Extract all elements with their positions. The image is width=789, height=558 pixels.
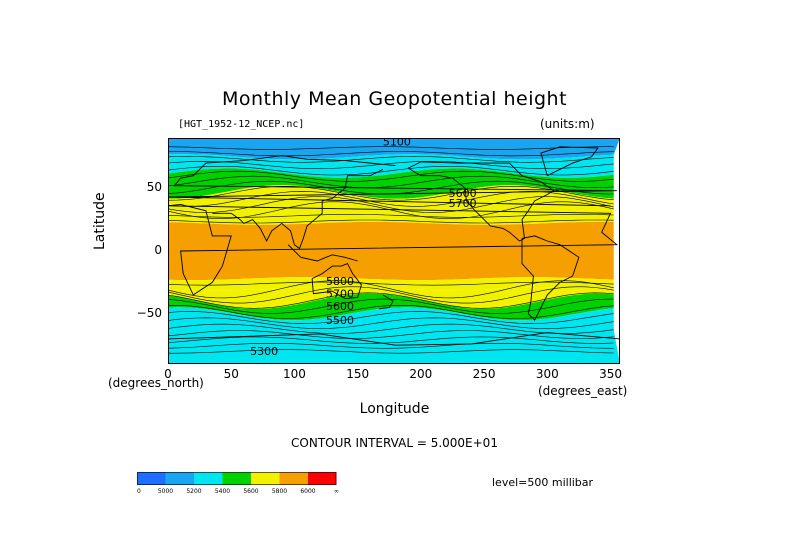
coastline bbox=[407, 161, 555, 242]
x-tick-label: 200 bbox=[409, 367, 433, 381]
colorbar-swatch bbox=[279, 472, 308, 485]
colorbar-swatch bbox=[165, 472, 194, 485]
lat-unit-label: (degrees_north) bbox=[108, 376, 204, 390]
contour-label: 5700 bbox=[326, 287, 354, 300]
x-axis-label: Longitude bbox=[359, 401, 430, 417]
colorbar-swatch bbox=[222, 472, 251, 485]
contour-line bbox=[168, 349, 614, 354]
contour-line bbox=[168, 151, 614, 157]
lon-unit-label: (degrees_east) bbox=[538, 384, 628, 398]
coastline bbox=[168, 204, 619, 296]
units-label: (units:m) bbox=[540, 117, 595, 131]
band-fill bbox=[168, 307, 614, 334]
contour-line bbox=[168, 281, 614, 286]
colorbar-frame bbox=[137, 472, 337, 485]
colorbar-swatch bbox=[194, 472, 223, 485]
coastline bbox=[168, 155, 617, 207]
colorbar-swatch bbox=[251, 472, 280, 485]
contour-line bbox=[168, 311, 614, 324]
band-fill bbox=[168, 277, 614, 291]
coastline bbox=[287, 244, 358, 262]
contour-line bbox=[168, 343, 614, 349]
contour-line bbox=[168, 286, 614, 304]
contour-line bbox=[168, 196, 614, 213]
contour-label: 5100 bbox=[383, 138, 411, 149]
contour-label: 5600 bbox=[326, 300, 354, 313]
contour-line bbox=[168, 317, 614, 329]
y-tick-label: 0 bbox=[154, 243, 162, 257]
band-fill bbox=[168, 138, 620, 160]
x-tick-label: 50 bbox=[223, 367, 239, 381]
x-tick-label: 350 bbox=[599, 367, 622, 381]
band-fill bbox=[168, 287, 614, 309]
x-tick-label: 150 bbox=[346, 367, 370, 381]
contour-label: 5800 bbox=[326, 275, 354, 288]
y-axis-label: Latitude bbox=[92, 192, 108, 250]
contour-line bbox=[168, 165, 614, 176]
coastline bbox=[521, 235, 580, 321]
band-fill bbox=[168, 221, 614, 281]
chart-title: Monthly Mean Geopotential height bbox=[221, 88, 568, 110]
colorbar-label: ∞ bbox=[334, 488, 339, 495]
y-tick-label: 50 bbox=[146, 180, 162, 195]
contour-line bbox=[168, 219, 614, 224]
contour-line bbox=[168, 336, 614, 344]
colorbar-label: 5000 bbox=[158, 488, 173, 495]
level-label: level=500 millibar bbox=[492, 476, 594, 489]
x-tick-label: 300 bbox=[535, 367, 559, 381]
band-fill bbox=[168, 168, 614, 199]
band-fill bbox=[168, 154, 614, 178]
colorbar: 0 5000 5200 5400 5600 5800 6000 ∞ bbox=[137, 472, 339, 495]
coastline bbox=[212, 168, 384, 250]
coastline bbox=[379, 294, 394, 310]
plot-frame bbox=[168, 138, 620, 364]
contour-line bbox=[168, 323, 614, 334]
band-fill bbox=[168, 185, 614, 212]
contour-line bbox=[168, 160, 614, 170]
x-tick-label: 250 bbox=[472, 367, 496, 381]
contour-line bbox=[168, 175, 614, 189]
coastline-layer bbox=[168, 146, 620, 346]
band-layer bbox=[168, 138, 620, 364]
contour-line bbox=[168, 292, 614, 309]
contour-label: 5600 bbox=[449, 187, 477, 200]
colorbar-label: 5400 bbox=[215, 488, 230, 495]
contour-label: 5500 bbox=[326, 314, 354, 327]
contour-line bbox=[168, 146, 614, 150]
contour-line bbox=[168, 170, 614, 182]
coastline bbox=[311, 263, 362, 300]
contour-label: 5300 bbox=[250, 345, 278, 358]
colorbar-label: 5600 bbox=[243, 488, 258, 495]
band-fill bbox=[168, 324, 620, 364]
colorbar-swatch bbox=[308, 472, 337, 485]
contour-line bbox=[168, 156, 614, 163]
colorbar-label: 6000 bbox=[300, 488, 315, 495]
x-tick-label: 0 bbox=[164, 367, 172, 381]
file-label: [HGT_1952-12_NCEP.nc] bbox=[178, 119, 305, 130]
colorbar-label: 0 bbox=[137, 488, 141, 495]
contour-interval-label: CONTOUR INTERVAL = 5.000E+01 bbox=[291, 436, 498, 450]
colorbar-label: 5800 bbox=[272, 488, 287, 495]
colorbar-label: 5200 bbox=[186, 488, 201, 495]
y-tick-label: −50 bbox=[136, 305, 162, 320]
coastline bbox=[168, 332, 620, 346]
x-tick-label: 100 bbox=[282, 367, 306, 381]
contour-line bbox=[168, 330, 614, 339]
coastline bbox=[540, 146, 599, 177]
contour-layer bbox=[168, 146, 614, 354]
colorbar-swatch bbox=[137, 472, 166, 485]
contour-label: 5700 bbox=[449, 197, 477, 210]
contour-line bbox=[168, 185, 614, 201]
